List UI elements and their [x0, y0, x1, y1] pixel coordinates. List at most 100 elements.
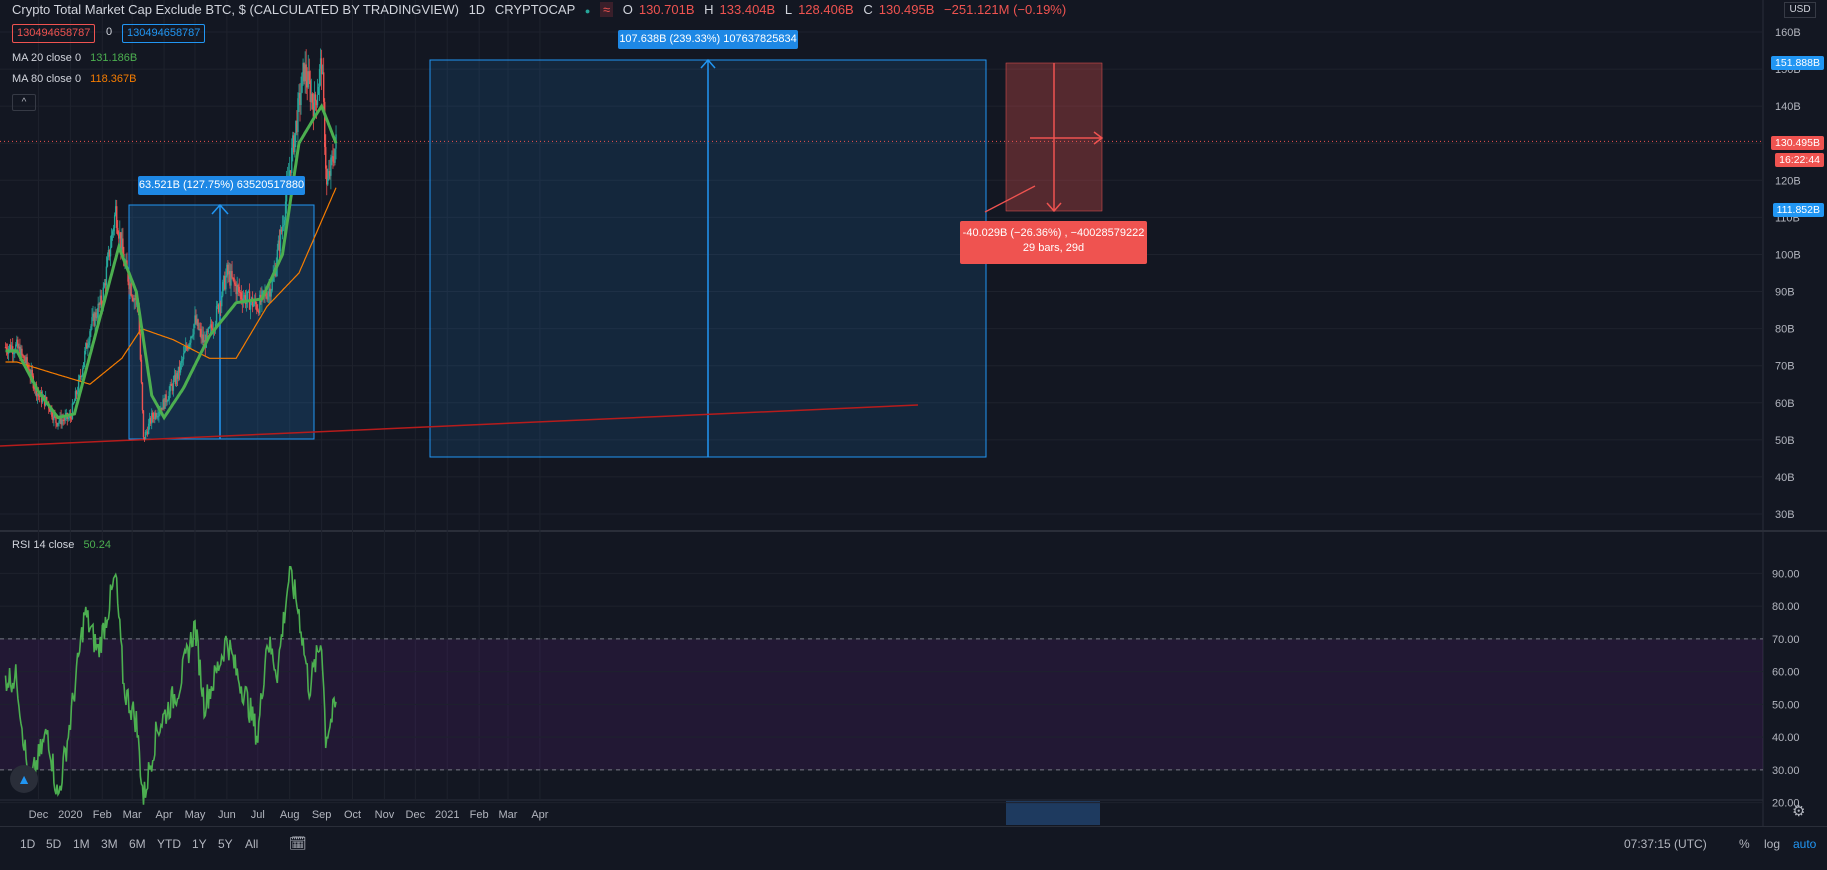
rsi-tick-label: 90.00 — [1772, 568, 1800, 580]
candle-body — [333, 161, 335, 163]
clock-time[interactable]: 07:37:15 (UTC) — [1624, 837, 1707, 851]
candle-body — [27, 365, 29, 370]
candle-body — [33, 388, 36, 390]
candle-body — [247, 291, 250, 293]
candle-body — [315, 100, 318, 106]
candle-body — [5, 347, 8, 352]
value-box-red[interactable]: 130494658787 — [12, 24, 96, 43]
candle-body — [100, 295, 102, 305]
candle-body — [24, 360, 26, 364]
candle-body — [162, 399, 164, 410]
rsi-tick-label: 20.00 — [1772, 798, 1800, 810]
candle-body — [215, 306, 218, 324]
candle-body — [174, 375, 177, 384]
rsi-legend[interactable]: RSI 14 close 50.24 — [12, 539, 111, 551]
candle-body — [326, 168, 328, 185]
x-tick-label: Feb — [93, 809, 112, 821]
interval-label[interactable]: 1D — [468, 2, 486, 17]
trend-line-short — [984, 185, 1036, 213]
candle-body — [234, 282, 236, 285]
candle-body — [96, 317, 98, 319]
candle-body — [73, 400, 76, 404]
percent-toggle[interactable]: % — [1739, 837, 1750, 851]
candle-body — [87, 344, 89, 349]
candle-body — [199, 328, 201, 330]
x-tick-label: 2021 — [435, 809, 459, 821]
candle-body — [320, 58, 323, 75]
candle-body — [202, 334, 204, 343]
candle-body — [149, 417, 152, 424]
value-box-blue[interactable]: 130494658787 — [122, 24, 206, 43]
collapse-legend-button[interactable]: ^ — [12, 94, 36, 111]
range-ytd[interactable]: YTD — [157, 837, 181, 851]
candle-body — [143, 437, 146, 440]
candle-body — [75, 391, 78, 395]
range-3m[interactable]: 3M — [101, 837, 118, 851]
candle-body — [297, 98, 299, 132]
ma80-line — [5, 187, 337, 385]
candle-body — [181, 359, 184, 361]
candle-body — [305, 64, 307, 82]
candle-body — [92, 313, 94, 318]
measure-badge-2[interactable]: 107.638B (239.33%) 107637825834 — [618, 30, 798, 49]
candle-body — [151, 412, 153, 424]
measure-h-arrowhead-3 — [1093, 131, 1104, 145]
candle-body — [284, 201, 287, 221]
settings-icon[interactable]: ⚙ — [1792, 803, 1806, 820]
log-toggle[interactable]: log — [1764, 837, 1781, 851]
range-1d[interactable]: 1D — [20, 837, 36, 851]
candle-body — [172, 380, 175, 391]
range-5d[interactable]: 5D — [46, 837, 62, 851]
candle-body — [223, 276, 225, 283]
candle-body — [57, 423, 59, 426]
tradingview-logo-icon[interactable]: ▲ — [10, 765, 38, 793]
candle-body — [317, 86, 320, 95]
y-tick-label: 160B — [1775, 27, 1801, 39]
candle-body — [17, 339, 19, 349]
candle-body — [170, 384, 172, 386]
candle-body — [84, 350, 86, 363]
candle-body — [110, 234, 113, 248]
candle-body — [129, 283, 131, 289]
range-1m[interactable]: 1M — [73, 837, 90, 851]
candle-body — [49, 408, 51, 412]
candle-body — [114, 206, 117, 216]
candle-body — [270, 290, 272, 297]
candle-body — [86, 343, 88, 349]
date-range-icon[interactable]: 🗓 — [289, 835, 307, 851]
candle-body — [243, 295, 246, 299]
candle-body — [179, 362, 182, 373]
candle-body — [36, 393, 39, 397]
currency-label[interactable]: USD — [1784, 2, 1816, 18]
candle-body — [252, 303, 255, 307]
candle-body — [310, 93, 313, 102]
candle-body — [180, 360, 183, 363]
candle-body — [198, 328, 200, 330]
measure-badge-3[interactable]: -40.029B (−26.36%) , −40028579222 29 bar… — [960, 221, 1147, 264]
auto-toggle[interactable]: auto — [1793, 837, 1817, 851]
candle-body — [192, 334, 194, 337]
candle-body — [132, 298, 134, 302]
range-1y[interactable]: 1Y — [192, 837, 207, 851]
x-tick-label: Feb — [470, 809, 489, 821]
x-tick-label: Apr — [531, 809, 548, 821]
symbol-title[interactable]: Crypto Total Market Cap Exclude BTC, $ (… — [12, 2, 459, 17]
candle-body — [109, 247, 112, 257]
candle-body — [168, 391, 170, 400]
candle-body — [121, 238, 123, 250]
ma80-legend[interactable]: MA 80 close 0 118.367B — [12, 73, 136, 85]
candle-body — [312, 102, 315, 117]
candle-body — [165, 394, 167, 403]
ma20-legend[interactable]: MA 20 close 0 131.186B — [12, 52, 137, 64]
candle-body — [271, 281, 273, 291]
candle-body — [221, 295, 223, 307]
candle-body — [230, 271, 232, 286]
candle-body — [104, 283, 107, 286]
range-6m[interactable]: 6M — [129, 837, 146, 851]
range-all[interactable]: All — [245, 837, 259, 851]
measure-badge-1[interactable]: 63.521B (127.75%) 63520517880 — [138, 176, 305, 195]
candle-body — [134, 298, 136, 300]
candle-body — [334, 148, 336, 163]
range-5y[interactable]: 5Y — [218, 837, 233, 851]
